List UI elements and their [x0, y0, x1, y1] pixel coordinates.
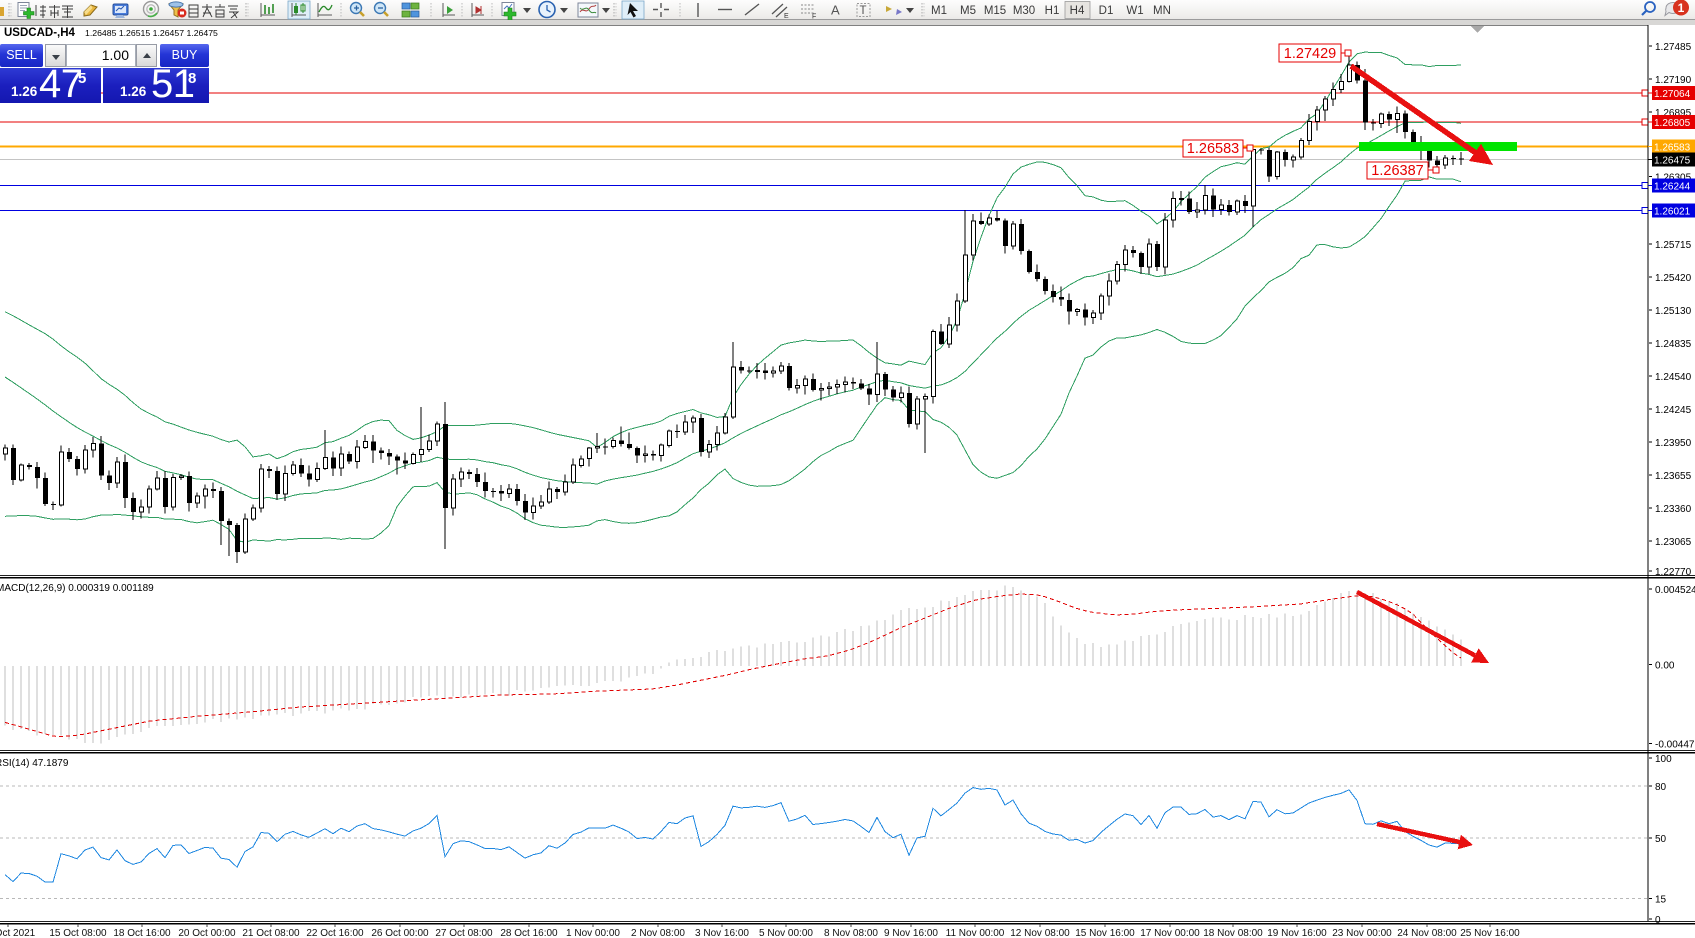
svg-text:24 Nov 08:00: 24 Nov 08:00: [1397, 928, 1457, 938]
svg-text:21 Oct 08:00: 21 Oct 08:00: [242, 928, 300, 938]
svg-text:1.26244: 1.26244: [1654, 182, 1691, 193]
svg-text:W1: W1: [1126, 5, 1143, 17]
svg-text:1.22770: 1.22770: [1655, 567, 1692, 578]
svg-text:E: E: [784, 13, 789, 20]
svg-text:20 Oct 00:00: 20 Oct 00:00: [178, 928, 236, 938]
svg-text:1.26895: 1.26895: [1655, 108, 1692, 119]
svg-text:3 Nov 16:00: 3 Nov 16:00: [695, 928, 749, 938]
svg-text:F: F: [812, 14, 816, 21]
svg-text:1.26485 1.26515 1.26457 1.2647: 1.26485 1.26515 1.26457 1.26475: [85, 28, 218, 38]
svg-text:1.27064: 1.27064: [1654, 89, 1691, 100]
svg-text:0: 0: [1655, 915, 1661, 926]
svg-text:1.25130: 1.25130: [1655, 306, 1692, 317]
svg-text:MACD(12,26,9) 0.000319 0.00118: MACD(12,26,9) 0.000319 0.001189: [0, 583, 154, 594]
svg-text:1.24245: 1.24245: [1655, 405, 1692, 416]
svg-text:M1: M1: [931, 5, 947, 17]
svg-text:1: 1: [1678, 1, 1685, 15]
svg-text:1.26021: 1.26021: [1654, 207, 1691, 218]
svg-text:T: T: [860, 5, 867, 17]
svg-text:1.26805: 1.26805: [1654, 118, 1691, 129]
svg-text:M30: M30: [1013, 5, 1035, 17]
svg-text:14 Oct 2021: 14 Oct 2021: [0, 928, 36, 938]
svg-text:1.23950: 1.23950: [1655, 438, 1692, 449]
svg-text:A: A: [831, 3, 840, 18]
svg-text:11 Nov 00:00: 11 Nov 00:00: [946, 928, 1005, 938]
svg-text:0.00: 0.00: [1655, 661, 1675, 672]
svg-text:15: 15: [1655, 895, 1667, 906]
svg-text:80: 80: [1655, 782, 1667, 793]
svg-text:1.26583: 1.26583: [1654, 143, 1691, 154]
svg-text:D1: D1: [1099, 5, 1114, 17]
svg-text:1.26583: 1.26583: [1187, 141, 1239, 157]
svg-text:1.25715: 1.25715: [1655, 240, 1692, 251]
svg-text:1.26305: 1.26305: [1655, 173, 1692, 184]
svg-text:17 Nov 00:00: 17 Nov 00:00: [1140, 928, 1200, 938]
svg-text:12 Nov 08:00: 12 Nov 08:00: [1010, 928, 1070, 938]
svg-text:1.27190: 1.27190: [1655, 75, 1692, 86]
svg-text:1.26387: 1.26387: [1371, 163, 1423, 179]
svg-text:22 Oct 16:00: 22 Oct 16:00: [306, 928, 364, 938]
svg-text:1.23360: 1.23360: [1655, 504, 1692, 515]
svg-text:M15: M15: [984, 5, 1006, 17]
svg-text:18 Oct 16:00: 18 Oct 16:00: [113, 928, 171, 938]
svg-text:1.24835: 1.24835: [1655, 339, 1692, 350]
svg-text:18 Nov 08:00: 18 Nov 08:00: [1203, 928, 1263, 938]
svg-text:9 Nov 16:00: 9 Nov 16:00: [884, 928, 938, 938]
svg-text:100: 100: [1655, 754, 1672, 765]
svg-text:27 Oct 08:00: 27 Oct 08:00: [435, 928, 493, 938]
svg-text:1 Nov 00:00: 1 Nov 00:00: [566, 928, 620, 938]
svg-text:M5: M5: [960, 5, 976, 17]
svg-text:H1: H1: [1045, 5, 1060, 17]
svg-text:15 Oct 08:00: 15 Oct 08:00: [49, 928, 107, 938]
svg-text:1.27429: 1.27429: [1284, 46, 1336, 62]
svg-text:1.27485: 1.27485: [1655, 42, 1692, 53]
svg-text:USDCAD-,H4: USDCAD-,H4: [4, 27, 76, 39]
svg-text:8 Nov 08:00: 8 Nov 08:00: [824, 928, 878, 938]
svg-text:23 Nov 00:00: 23 Nov 00:00: [1332, 928, 1392, 938]
svg-text:RSI(14) 47.1879: RSI(14) 47.1879: [0, 758, 69, 769]
svg-text:1.24540: 1.24540: [1655, 372, 1692, 383]
svg-text:5 Nov 00:00: 5 Nov 00:00: [759, 928, 813, 938]
svg-text:28 Oct 16:00: 28 Oct 16:00: [500, 928, 558, 938]
svg-text:-0.00447: -0.00447: [1655, 740, 1695, 751]
svg-text:25 Nov 16:00: 25 Nov 16:00: [1460, 928, 1520, 938]
svg-text:1.23655: 1.23655: [1655, 471, 1692, 482]
svg-text:0.004524: 0.004524: [1655, 585, 1695, 596]
svg-text:50: 50: [1655, 834, 1667, 845]
svg-text:1.26475: 1.26475: [1654, 156, 1691, 167]
svg-text:H4: H4: [1070, 5, 1085, 17]
svg-text:1.23065: 1.23065: [1655, 537, 1692, 548]
svg-text:15 Nov 16:00: 15 Nov 16:00: [1075, 928, 1135, 938]
svg-text:26 Oct 00:00: 26 Oct 00:00: [371, 928, 429, 938]
svg-text:1.25420: 1.25420: [1655, 273, 1692, 284]
svg-text:MN: MN: [1153, 5, 1171, 17]
svg-text:2 Nov 08:00: 2 Nov 08:00: [631, 928, 685, 938]
svg-text:19 Nov 16:00: 19 Nov 16:00: [1267, 928, 1327, 938]
